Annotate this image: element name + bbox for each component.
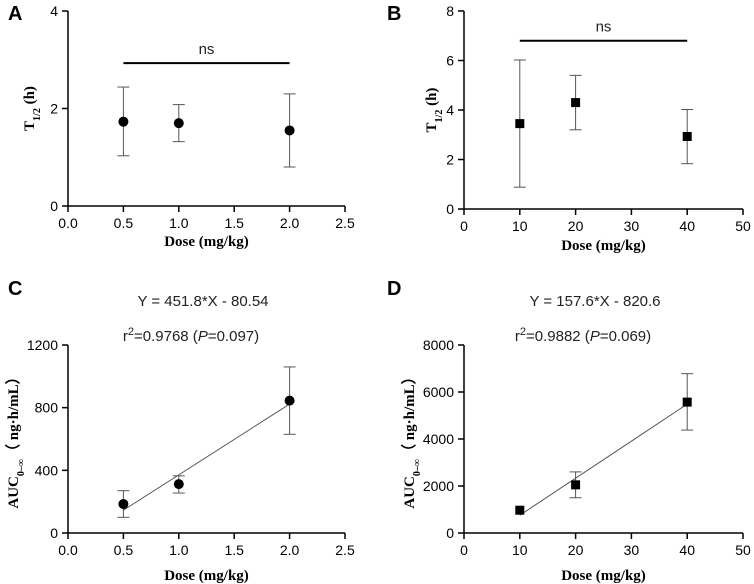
x-tick-label-a-3: 1.5: [224, 215, 244, 231]
x-tick-label-a-0: 0.0: [58, 215, 78, 231]
x-tick-label-c-0: 0.0: [58, 542, 78, 558]
x-tick-label-d-3: 30: [624, 542, 640, 558]
data-point-c-2: [284, 395, 295, 406]
fit-equation-d: Y = 157.6*X - 820.6: [529, 293, 660, 310]
y-tick-label-b-0: 0: [446, 201, 454, 217]
panel-letter-a: A: [8, 3, 22, 25]
y-tick-label-b-1: 2: [446, 152, 454, 168]
panel-b: B 0 10 20 30 40 50 0 2 4 6 8 Dose (mg/kg) T1/2 (h) ns: [387, 3, 751, 254]
x-tick-label-d-4: 40: [679, 542, 695, 558]
data-point-a-0: [118, 116, 129, 127]
y-tick-label-c-3: 1200: [27, 337, 58, 353]
panel-letter-c: C: [8, 278, 22, 300]
x-tick-label-a-5: 2.5: [335, 215, 355, 231]
x-tick-label-a-1: 0.5: [114, 215, 134, 231]
panel-a: A 0.0 0.5 1.0 1.5 2.0 2.5 0 2 4 Dose (mg/kg) T1/2 (…: [8, 3, 355, 250]
x-tick-label-b-1: 10: [512, 218, 528, 234]
y-tick-label-d-1: 2000: [423, 478, 454, 494]
x-tick-label-b-5: 50: [735, 218, 751, 234]
x-tick-label-d-2: 20: [568, 542, 584, 558]
y-tick-label-a-1: 2: [50, 101, 58, 117]
significance-label-a: ns: [199, 41, 215, 58]
y-tick-label-d-4: 8000: [423, 337, 454, 353]
data-point-d-1: [571, 480, 581, 490]
x-tick-label-c-1: 0.5: [114, 542, 134, 558]
y-tick-label-a-2: 4: [50, 3, 58, 19]
x-tick-label-d-5: 50: [735, 542, 751, 558]
data-point-b-0: [515, 119, 525, 129]
data-point-a-2: [284, 125, 295, 136]
x-tick-label-c-4: 2.0: [280, 542, 300, 558]
x-tick-label-b-2: 20: [568, 218, 584, 234]
y-tick-label-d-2: 4000: [423, 431, 454, 447]
data-point-d-0: [515, 505, 525, 515]
data-point-c-0: [118, 499, 129, 510]
y-tick-label-c-1: 400: [35, 462, 59, 478]
x-axis-title-b: Dose (mg/kg): [561, 238, 646, 254]
data-point-b-2: [682, 131, 692, 141]
x-axis-title-d: Dose (mg/kg): [561, 568, 646, 584]
data-point-d-2: [682, 397, 692, 407]
y-axis-title-b: T1/2 (h): [424, 88, 445, 133]
x-tick-label-d-1: 10: [512, 542, 528, 558]
x-tick-label-b-3: 30: [624, 218, 640, 234]
regression-line-c: [123, 403, 290, 511]
x-tick-label-d-0: 0: [460, 542, 468, 558]
significance-label-b: ns: [596, 19, 612, 36]
y-tick-label-b-2: 4: [446, 102, 454, 118]
y-tick-label-c-2: 800: [35, 400, 59, 416]
y-axis-title-a: T1/2 (h): [22, 86, 43, 131]
data-point-c-1: [173, 479, 184, 490]
x-tick-label-a-4: 2.0: [280, 215, 300, 231]
data-point-b-1: [571, 98, 581, 108]
y-axis-title-c: AUC0–∞（ ng·h/mL）: [4, 369, 27, 508]
panel-letter-b: B: [387, 3, 401, 25]
y-tick-label-d-0: 0: [446, 525, 454, 541]
y-axis-title-d: AUC0–∞（ ng·h/mL）: [400, 369, 423, 508]
y-tick-label-d-3: 6000: [423, 384, 454, 400]
panel-d: D 0 10 20 30 40 50 0 2000 4000 6000 8000 Dose (mg/kg…: [387, 278, 751, 584]
panel-letter-d: D: [387, 278, 401, 300]
r-squared-d: r2=0.9882 (P=0.069): [515, 326, 651, 345]
regression-line-d: [519, 403, 688, 516]
x-tick-label-b-4: 40: [679, 218, 695, 234]
y-tick-label-b-4: 8: [446, 3, 454, 19]
y-tick-label-b-3: 6: [446, 53, 454, 69]
x-tick-label-c-5: 2.5: [335, 542, 355, 558]
x-tick-label-b-0: 0: [460, 218, 468, 234]
panel-c: C 0.0 0.5 1.0 1.5 2.0 2.5 0 400 800 1200 Dose (mg/k…: [4, 278, 355, 584]
fit-equation-c: Y = 451.8*X - 80.54: [137, 293, 268, 310]
y-tick-label-c-0: 0: [50, 525, 58, 541]
data-point-a-1: [173, 118, 184, 129]
x-axis-title-c: Dose (mg/kg): [164, 568, 249, 584]
r-squared-c: r2=0.9768 (P=0.097): [123, 326, 259, 345]
y-tick-label-a-0: 0: [50, 198, 58, 214]
x-tick-label-a-2: 1.0: [169, 215, 189, 231]
x-axis-title-a: Dose (mg/kg): [164, 234, 249, 250]
x-tick-label-c-2: 1.0: [169, 542, 189, 558]
x-tick-label-c-3: 1.5: [224, 542, 244, 558]
